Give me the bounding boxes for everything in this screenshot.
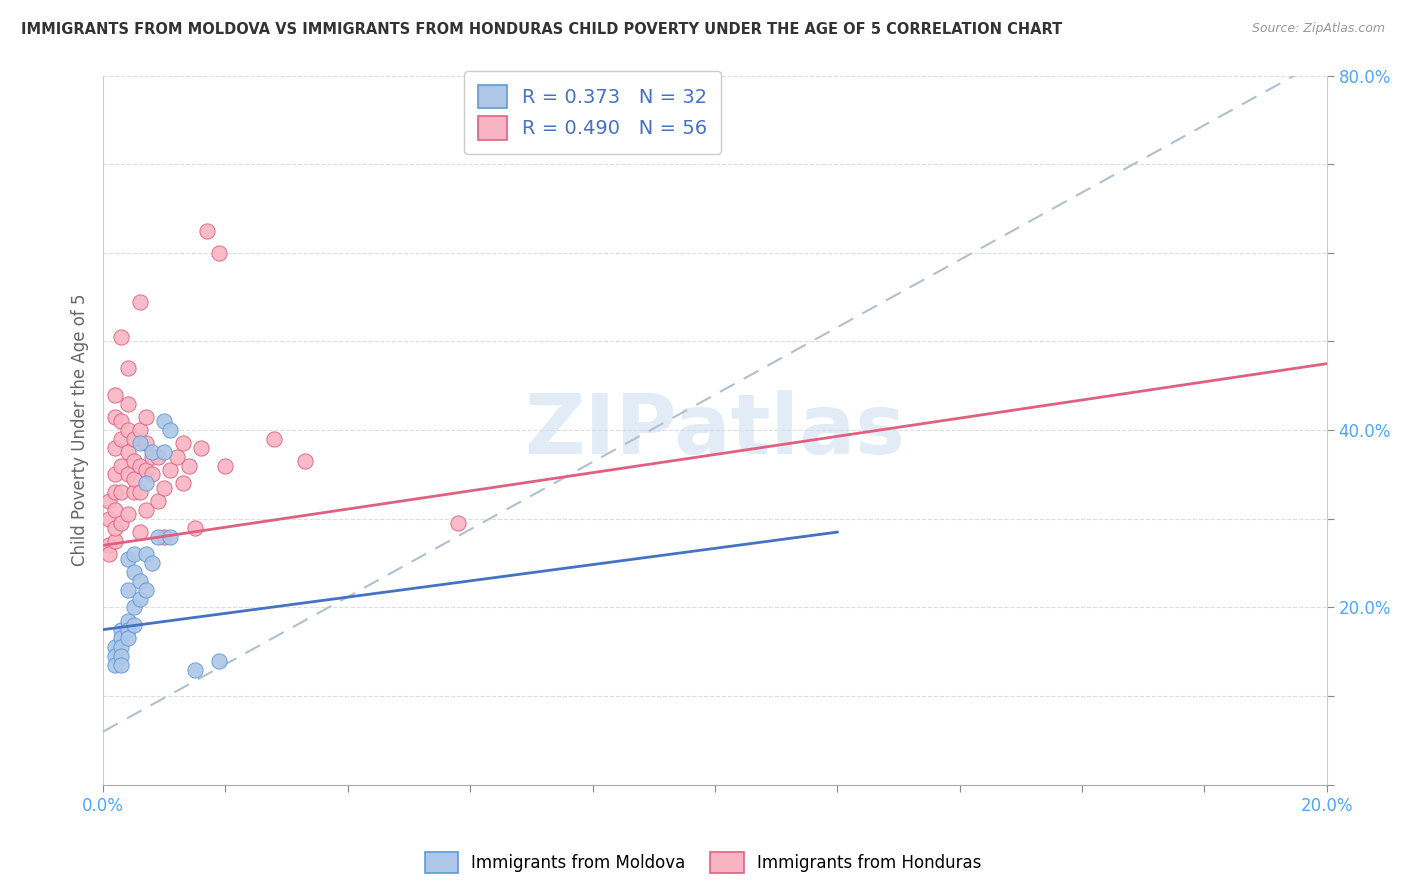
Point xyxy=(98,494,121,508)
Point xyxy=(117,396,139,410)
Point xyxy=(110,414,132,428)
Point xyxy=(110,649,132,664)
Point xyxy=(122,618,145,632)
Point xyxy=(117,582,139,597)
Point xyxy=(184,521,207,535)
Point xyxy=(110,658,132,673)
Point xyxy=(122,485,145,500)
Point xyxy=(104,521,127,535)
Point xyxy=(128,591,150,606)
Point xyxy=(148,529,170,543)
Point xyxy=(122,454,145,468)
Point xyxy=(159,423,181,437)
Point xyxy=(122,547,145,561)
Point xyxy=(104,533,127,548)
Point xyxy=(122,600,145,615)
Point xyxy=(104,485,127,500)
Point xyxy=(104,640,127,655)
Point xyxy=(104,658,127,673)
Point xyxy=(104,503,127,517)
Point xyxy=(110,330,132,344)
Point xyxy=(135,436,157,450)
Point xyxy=(153,529,176,543)
Point xyxy=(110,623,132,637)
Point xyxy=(110,516,132,531)
Point xyxy=(159,529,181,543)
Point xyxy=(104,649,127,664)
Text: IMMIGRANTS FROM MOLDOVA VS IMMIGRANTS FROM HONDURAS CHILD POVERTY UNDER THE AGE : IMMIGRANTS FROM MOLDOVA VS IMMIGRANTS FR… xyxy=(21,22,1063,37)
Point xyxy=(141,445,163,459)
Point xyxy=(172,436,194,450)
Point xyxy=(141,556,163,570)
Point xyxy=(117,614,139,628)
Point xyxy=(128,458,150,473)
Point xyxy=(117,361,139,376)
Point xyxy=(148,450,170,464)
Text: Source: ZipAtlas.com: Source: ZipAtlas.com xyxy=(1251,22,1385,36)
Point xyxy=(166,450,188,464)
Point xyxy=(135,547,157,561)
Point xyxy=(117,445,139,459)
Point xyxy=(104,467,127,482)
Point xyxy=(135,463,157,477)
Point xyxy=(117,551,139,566)
Point xyxy=(117,632,139,646)
Point xyxy=(122,472,145,486)
Text: ZIPatlas: ZIPatlas xyxy=(524,390,905,471)
Point xyxy=(184,663,207,677)
Point xyxy=(148,494,170,508)
Point xyxy=(128,485,150,500)
Point xyxy=(128,423,150,437)
Point xyxy=(153,414,176,428)
Point xyxy=(117,508,139,522)
Point xyxy=(195,224,218,238)
Point xyxy=(128,574,150,588)
Point xyxy=(294,454,316,468)
Point xyxy=(172,476,194,491)
Point xyxy=(117,467,139,482)
Point xyxy=(122,565,145,579)
Point xyxy=(135,409,157,424)
Point xyxy=(214,458,236,473)
Point xyxy=(104,409,127,424)
Point xyxy=(141,450,163,464)
Point xyxy=(110,458,132,473)
Point xyxy=(98,512,121,526)
Point xyxy=(117,623,139,637)
Point xyxy=(190,441,212,455)
Point xyxy=(98,547,121,561)
Point xyxy=(141,467,163,482)
Point xyxy=(208,245,231,260)
Point xyxy=(128,525,150,540)
Point xyxy=(110,640,132,655)
Point xyxy=(263,432,285,446)
Point xyxy=(110,485,132,500)
Point xyxy=(122,432,145,446)
Point xyxy=(208,654,231,668)
Point xyxy=(135,503,157,517)
Point xyxy=(153,445,176,459)
Point xyxy=(177,458,200,473)
Point xyxy=(110,632,132,646)
Point xyxy=(128,294,150,309)
Point xyxy=(128,436,150,450)
Point xyxy=(135,476,157,491)
Point xyxy=(159,463,181,477)
Legend: Immigrants from Moldova, Immigrants from Honduras: Immigrants from Moldova, Immigrants from… xyxy=(418,846,988,880)
Legend: R = 0.373   N = 32, R = 0.490   N = 56: R = 0.373 N = 32, R = 0.490 N = 56 xyxy=(464,71,721,153)
Point xyxy=(135,582,157,597)
Y-axis label: Child Poverty Under the Age of 5: Child Poverty Under the Age of 5 xyxy=(72,293,89,566)
Point xyxy=(104,441,127,455)
Point xyxy=(104,387,127,401)
Point xyxy=(447,516,470,531)
Point xyxy=(110,432,132,446)
Point xyxy=(98,538,121,552)
Point xyxy=(153,481,176,495)
Point xyxy=(117,423,139,437)
